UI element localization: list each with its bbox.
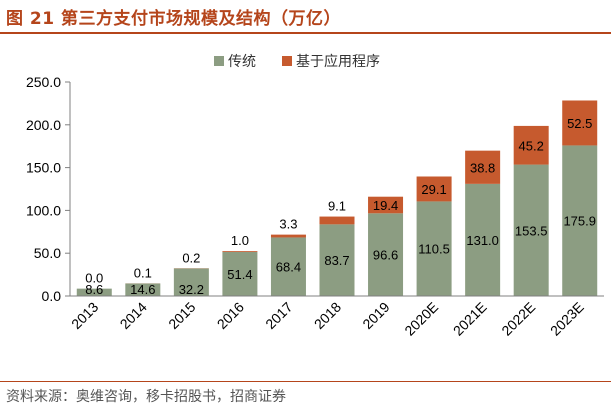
data-label-traditional: 175.9	[563, 214, 596, 229]
bar-traditional	[368, 213, 404, 296]
data-labels: 8.60.0 14.6 0.1 32.2 0.2 51.4 1.0 68.4 3.3 83.7 9.…	[85, 116, 596, 297]
bar-mini-program	[319, 216, 355, 225]
x-tick-label: 2013	[68, 299, 101, 332]
data-label-mini-program: 45.2	[519, 138, 544, 153]
x-axis: 2013 2014 2015 2016 2017 2018 2019 2020E 2021E 20…	[68, 295, 604, 339]
x-tick-label: 2014	[117, 299, 150, 332]
bar-traditional	[513, 164, 549, 296]
bar-mini-program	[562, 100, 598, 146]
data-label-mini-program: 0.0	[85, 271, 103, 286]
data-label-traditional: 68.4	[276, 260, 301, 275]
x-tick-label: 2018	[311, 299, 344, 332]
bar-mini-program	[513, 125, 549, 165]
bar-traditional	[465, 183, 501, 296]
bar-traditional	[222, 252, 258, 296]
chart-legend: 传统 基于应用程序	[214, 53, 380, 70]
bar-traditional	[270, 237, 306, 296]
x-tick-label: 2015	[165, 299, 198, 332]
y-tick-label: 150.0	[26, 160, 61, 176]
x-tick-label: 2016	[214, 299, 247, 332]
y-tick-label: 0.0	[42, 288, 62, 304]
data-label-mini-program: 9.1	[328, 199, 346, 214]
x-tick-label: 2020E	[401, 299, 441, 339]
bar-traditional	[173, 268, 209, 296]
source-divider	[0, 381, 611, 382]
bar-mini-program	[368, 196, 404, 214]
stacked-bar-chart: 传统 基于应用程序 0.0 50.0 100.0 150.0 200.0 250.0 8.6…	[26, 53, 604, 339]
data-label-traditional: 153.5	[515, 223, 548, 238]
data-label-traditional: 14.6	[130, 282, 155, 297]
data-label-traditional: 8.6	[85, 282, 103, 297]
legend-swatch	[214, 56, 224, 66]
data-label-mini-program: 38.8	[470, 160, 495, 175]
data-label-traditional: 96.6	[373, 248, 398, 263]
data-label-traditional: 83.7	[324, 253, 349, 268]
data-label-traditional: 32.2	[179, 282, 204, 297]
data-label-mini-program: 52.5	[567, 116, 592, 131]
data-label-mini-program: 0.1	[134, 265, 152, 280]
bar-traditional	[76, 288, 112, 296]
data-label-mini-program: 3.3	[279, 217, 297, 232]
y-tick-label: 250.0	[26, 74, 61, 90]
data-label-mini-program: 29.1	[421, 182, 446, 197]
figure-title: 图 21 第三方支付市场规模及结构（万亿）	[6, 9, 341, 29]
bar-traditional	[562, 145, 598, 296]
x-tick-label: 2019	[359, 299, 392, 332]
bar-mini-program	[416, 176, 452, 202]
x-tick-label: 2017	[262, 299, 295, 332]
bar-mini-program	[270, 234, 306, 238]
legend-label: 传统	[228, 54, 256, 70]
bar-mini-program	[222, 251, 258, 253]
legend-swatch	[282, 56, 292, 66]
legend-label: 基于应用程序	[296, 53, 380, 70]
bar-traditional	[319, 224, 355, 296]
bar-traditional	[416, 201, 452, 296]
data-label-traditional: 110.5	[418, 242, 450, 257]
bars	[76, 100, 598, 296]
y-tick-label: 200.0	[26, 117, 61, 133]
data-label-mini-program: 0.2	[182, 250, 200, 265]
data-label-mini-program: 19.4	[373, 198, 398, 213]
x-tick-label: 2021E	[450, 299, 490, 339]
source-note: 资料来源：奥维咨询，移卡招股书，招商证券	[6, 389, 286, 405]
y-tick-label: 50.0	[34, 245, 61, 261]
bar-traditional	[125, 283, 161, 296]
x-tick-label: 2023E	[547, 299, 587, 339]
data-label-mini-program: 1.0	[231, 233, 249, 248]
data-label-traditional: 51.4	[227, 267, 252, 282]
data-label-traditional: 131.0	[466, 233, 499, 248]
title-divider	[0, 32, 611, 34]
y-axis: 0.0 50.0 100.0 150.0 200.0 250.0	[26, 74, 71, 304]
bar-mini-program	[465, 150, 501, 184]
y-tick-label: 100.0	[26, 202, 61, 218]
x-tick-label: 2022E	[498, 299, 538, 339]
